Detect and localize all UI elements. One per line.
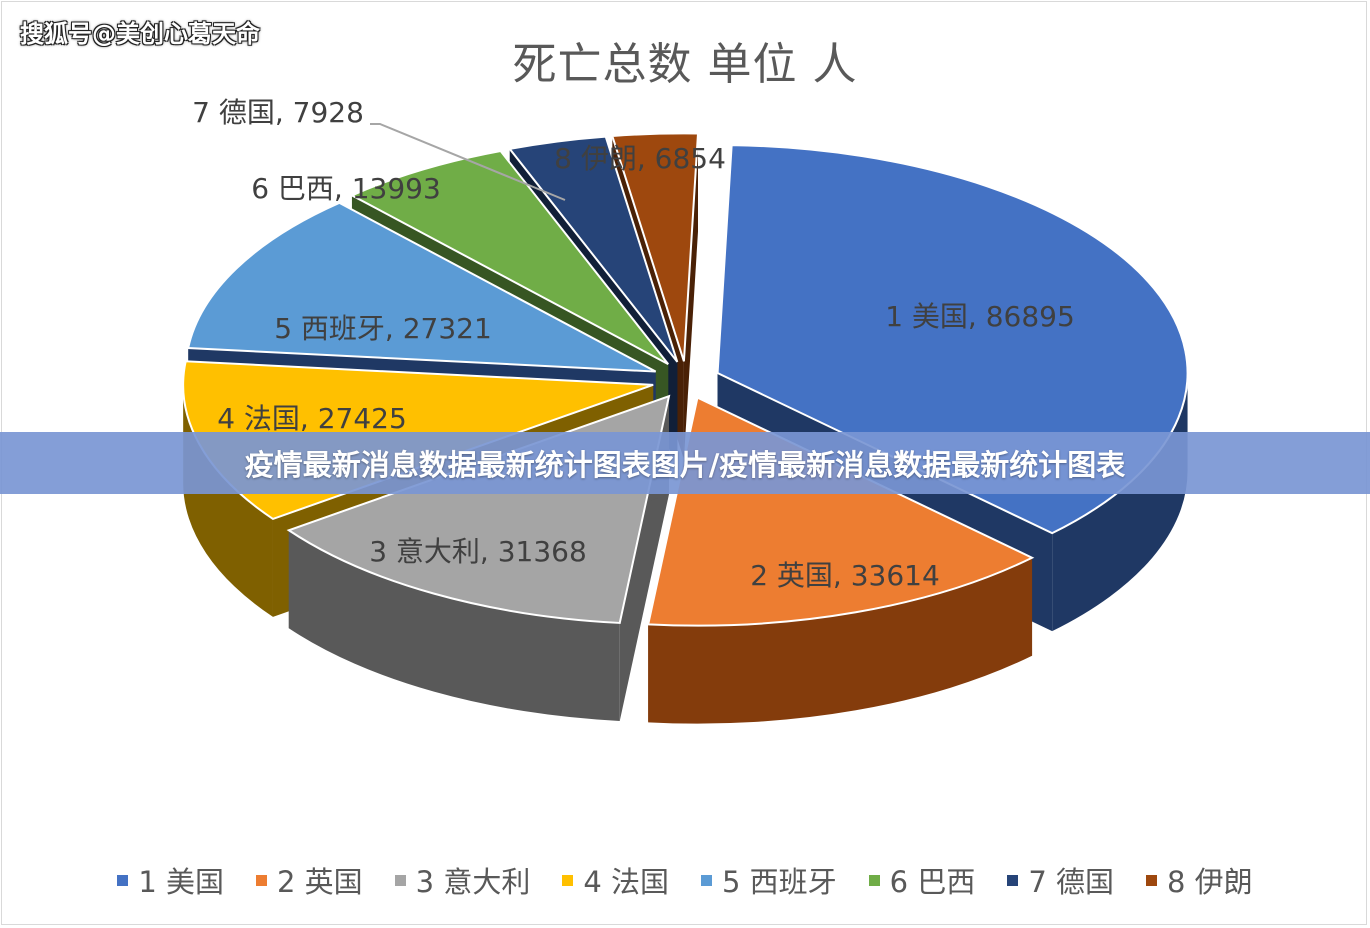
pie-labels: 1 美国, 86895 2 英国, 33614 3 意大利, 31368 4 法国, …	[192, 96, 1075, 592]
legend-swatch	[1007, 874, 1019, 886]
banner-text: 疫情最新消息数据最新统计图表图片/疫情最新消息数据最新统计图表	[244, 448, 1126, 482]
data-label-8: 8 伊朗, 6854	[554, 142, 726, 175]
pie-slice-wall	[648, 557, 1033, 724]
pie-slice-5	[186, 201, 657, 373]
legend-label: 3 意大利	[415, 865, 531, 899]
legend-swatch	[255, 874, 267, 886]
legend-item-4: 4 法国	[562, 859, 669, 901]
legend-item-7: 7 德国	[1007, 859, 1114, 901]
data-label-4: 4 法国, 27425	[217, 402, 407, 435]
pie-slice-wall	[1052, 373, 1188, 632]
pie-slice-8	[610, 132, 700, 362]
chart-legend: 1 美国 2 英国 3 意大利 4 法国 5 西班牙 6 巴西 7 德国 8 伊朗	[0, 858, 1370, 902]
data-label-3: 3 意大利, 31368	[369, 535, 587, 568]
pie-slice-wall	[183, 384, 273, 617]
legend-label: 7 德国	[1028, 865, 1115, 899]
legend-label: 8 伊朗	[1167, 865, 1253, 899]
legend-item-5: 5 西班牙	[701, 859, 837, 901]
legend-swatch	[394, 874, 406, 886]
legend-label: 1 美国	[138, 865, 224, 899]
legend-label: 4 法国	[583, 865, 669, 899]
legend-swatch	[701, 874, 712, 886]
legend-item-2: 2 英国	[255, 859, 363, 901]
watermark: 搜狐号@美创心葛天命	[20, 20, 260, 48]
pie-slice-7	[507, 135, 679, 363]
pie-slice-6	[349, 149, 669, 365]
legend-item-3: 3 意大利	[394, 859, 531, 901]
legend-item-6: 6 巴西	[868, 859, 976, 901]
legend-item-1: 1 美国	[117, 859, 224, 901]
legend-label: 2 英国	[276, 865, 363, 899]
data-label-6: 6 巴西, 13993	[251, 172, 441, 205]
legend-label: 5 西班牙	[722, 865, 837, 899]
pie-slice-side	[683, 133, 699, 460]
pie-slice-wall	[288, 530, 620, 721]
data-label-7: 7 德国, 7928	[192, 96, 364, 129]
data-label-1: 1 美国, 86895	[885, 300, 1075, 333]
title-banner: 疫情最新消息数据最新统计图表图片/疫情最新消息数据最新统计图表	[0, 432, 1370, 494]
legend-label: 6 巴西	[889, 865, 976, 899]
data-label-5: 5 西班牙, 27321	[274, 312, 492, 345]
legend-swatch	[868, 874, 880, 886]
chart-title: 死亡总数 单位 人	[512, 39, 858, 90]
data-label-2: 2 英国, 33614	[750, 559, 940, 592]
legend-swatch	[117, 874, 129, 886]
legend-swatch	[562, 874, 574, 886]
legend-item-8: 8 伊朗	[1146, 859, 1253, 901]
leader-line	[370, 123, 566, 201]
legend-swatch	[1146, 874, 1158, 886]
